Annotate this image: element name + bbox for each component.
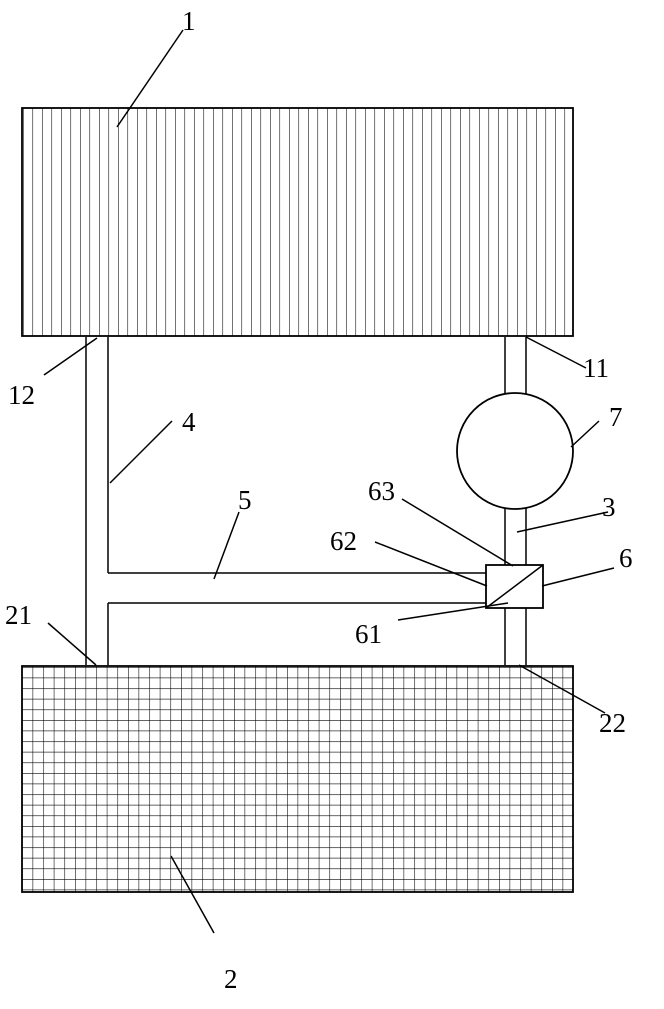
label-7: 7 [609,402,623,432]
component-7-circle [456,392,574,510]
label-11: 11 [583,353,609,383]
pipe-3-right-vertical [504,337,527,665]
label-group: 1 2 3 4 5 6 7 11 12 21 22 61 62 63 [5,6,633,994]
pipe-4-left-vertical [85,337,109,665]
label-12: 12 [8,380,35,410]
label-63: 63 [368,476,395,506]
label-1: 1 [182,6,196,36]
label-62: 62 [330,526,357,556]
label-21: 21 [5,600,32,630]
component-1-upper-block [21,107,574,337]
label-3: 3 [602,492,616,522]
label-61: 61 [355,619,382,649]
leader-lines [43,29,615,934]
label-4: 4 [182,407,196,437]
pipe-5-horizontal [108,572,486,604]
label-2: 2 [224,964,238,994]
label-22: 22 [599,708,626,738]
label-5: 5 [238,485,252,515]
component-6-valve [485,564,544,609]
label-6: 6 [619,543,633,573]
component-2-lower-block [21,665,574,893]
